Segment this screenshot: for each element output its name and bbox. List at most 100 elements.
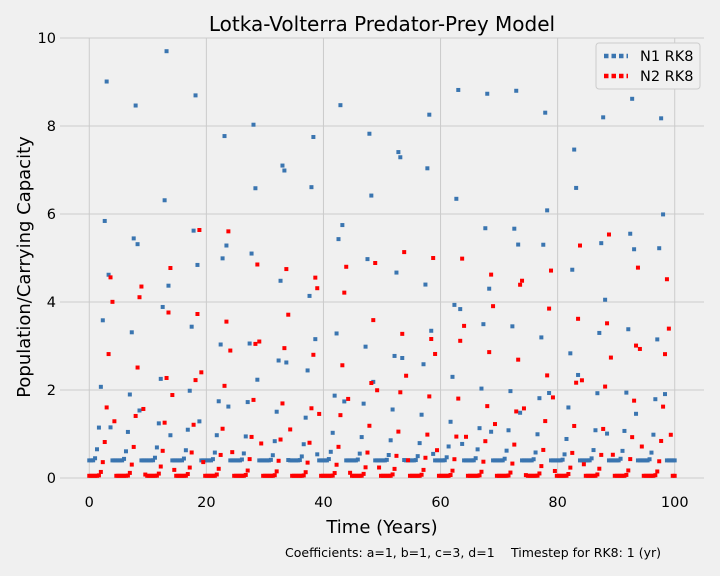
data-point (579, 378, 584, 383)
data-point (603, 384, 608, 389)
data-point (249, 251, 254, 256)
data-point (278, 437, 283, 442)
coefficients-caption: Coefficients: a=1, b=1, c=3, d=1 (285, 545, 495, 560)
data-point (661, 404, 666, 409)
data-point (572, 147, 577, 152)
data-point (122, 456, 127, 461)
y-axis-label: Population/Carrying Capacity (14, 136, 35, 398)
data-point (413, 458, 418, 463)
data-point (521, 406, 526, 411)
data-point (510, 461, 515, 466)
data-point (214, 433, 219, 438)
data-point (222, 134, 227, 139)
data-point (444, 455, 449, 460)
data-point (125, 429, 130, 434)
data-point (355, 457, 360, 462)
data-point (450, 374, 455, 379)
data-point (576, 372, 581, 377)
data-point (156, 421, 161, 426)
data-point (487, 350, 492, 355)
data-point (402, 250, 407, 255)
data-point (104, 79, 109, 84)
data-point (220, 256, 225, 261)
data-point (278, 278, 283, 283)
data-point (533, 450, 538, 455)
data-point (657, 246, 662, 251)
data-point (435, 448, 440, 453)
data-point (218, 342, 223, 347)
timestep-caption: Timestep for RK8: 1 (yr) (510, 545, 661, 560)
data-point (618, 456, 623, 461)
data-point (91, 458, 96, 463)
data-point (406, 458, 411, 463)
data-point (272, 439, 277, 444)
data-point (398, 390, 403, 395)
data-point (108, 425, 113, 430)
data-point (212, 450, 217, 455)
data-point (537, 471, 542, 476)
data-point (243, 472, 248, 477)
data-point (108, 275, 113, 280)
data-point (307, 293, 312, 298)
data-point (201, 460, 206, 465)
data-point (489, 272, 494, 277)
data-point (429, 336, 434, 341)
data-point (100, 460, 105, 465)
data-point (375, 388, 380, 393)
y-tick-label: 4 (47, 295, 56, 311)
data-point (479, 469, 484, 474)
data-point (193, 378, 198, 383)
data-point (288, 427, 293, 432)
data-point (651, 432, 656, 437)
data-point (127, 392, 132, 397)
data-point (508, 470, 513, 475)
data-point (384, 457, 389, 462)
data-point (531, 457, 536, 462)
data-point (512, 226, 517, 231)
data-point (518, 410, 523, 415)
data-point (547, 306, 552, 311)
data-point (342, 399, 347, 404)
data-point (133, 413, 138, 418)
data-point (125, 473, 130, 478)
data-point (141, 406, 146, 411)
data-point (137, 295, 142, 300)
data-point (489, 429, 494, 434)
data-point (664, 277, 669, 282)
data-point (425, 432, 430, 437)
data-point (514, 409, 519, 414)
data-point (562, 452, 567, 457)
data-point (268, 457, 273, 462)
data-point (450, 468, 455, 473)
data-point (483, 226, 488, 231)
data-point (369, 193, 374, 198)
data-point (663, 352, 668, 357)
data-point (373, 261, 378, 265)
data-point (620, 448, 625, 453)
data-point (340, 363, 345, 368)
data-point (280, 401, 285, 406)
data-point (655, 469, 660, 474)
data-point (297, 458, 302, 463)
data-point (599, 452, 604, 457)
data-point (630, 96, 635, 101)
data-point (589, 456, 594, 461)
data-point (560, 457, 565, 462)
x-tick-label: 60 (431, 495, 449, 511)
data-point (274, 469, 279, 474)
data-point (595, 391, 600, 396)
data-point (309, 406, 314, 411)
data-point (95, 447, 99, 452)
series-layer (87, 49, 677, 478)
data-point (574, 185, 579, 190)
data-point (541, 242, 546, 247)
data-point (537, 396, 542, 401)
data-point (104, 405, 109, 410)
data-point (330, 430, 335, 435)
data-point (369, 381, 374, 386)
series-n2 (87, 228, 677, 478)
data-point (547, 391, 552, 396)
data-point (210, 457, 215, 462)
data-point (431, 256, 436, 261)
